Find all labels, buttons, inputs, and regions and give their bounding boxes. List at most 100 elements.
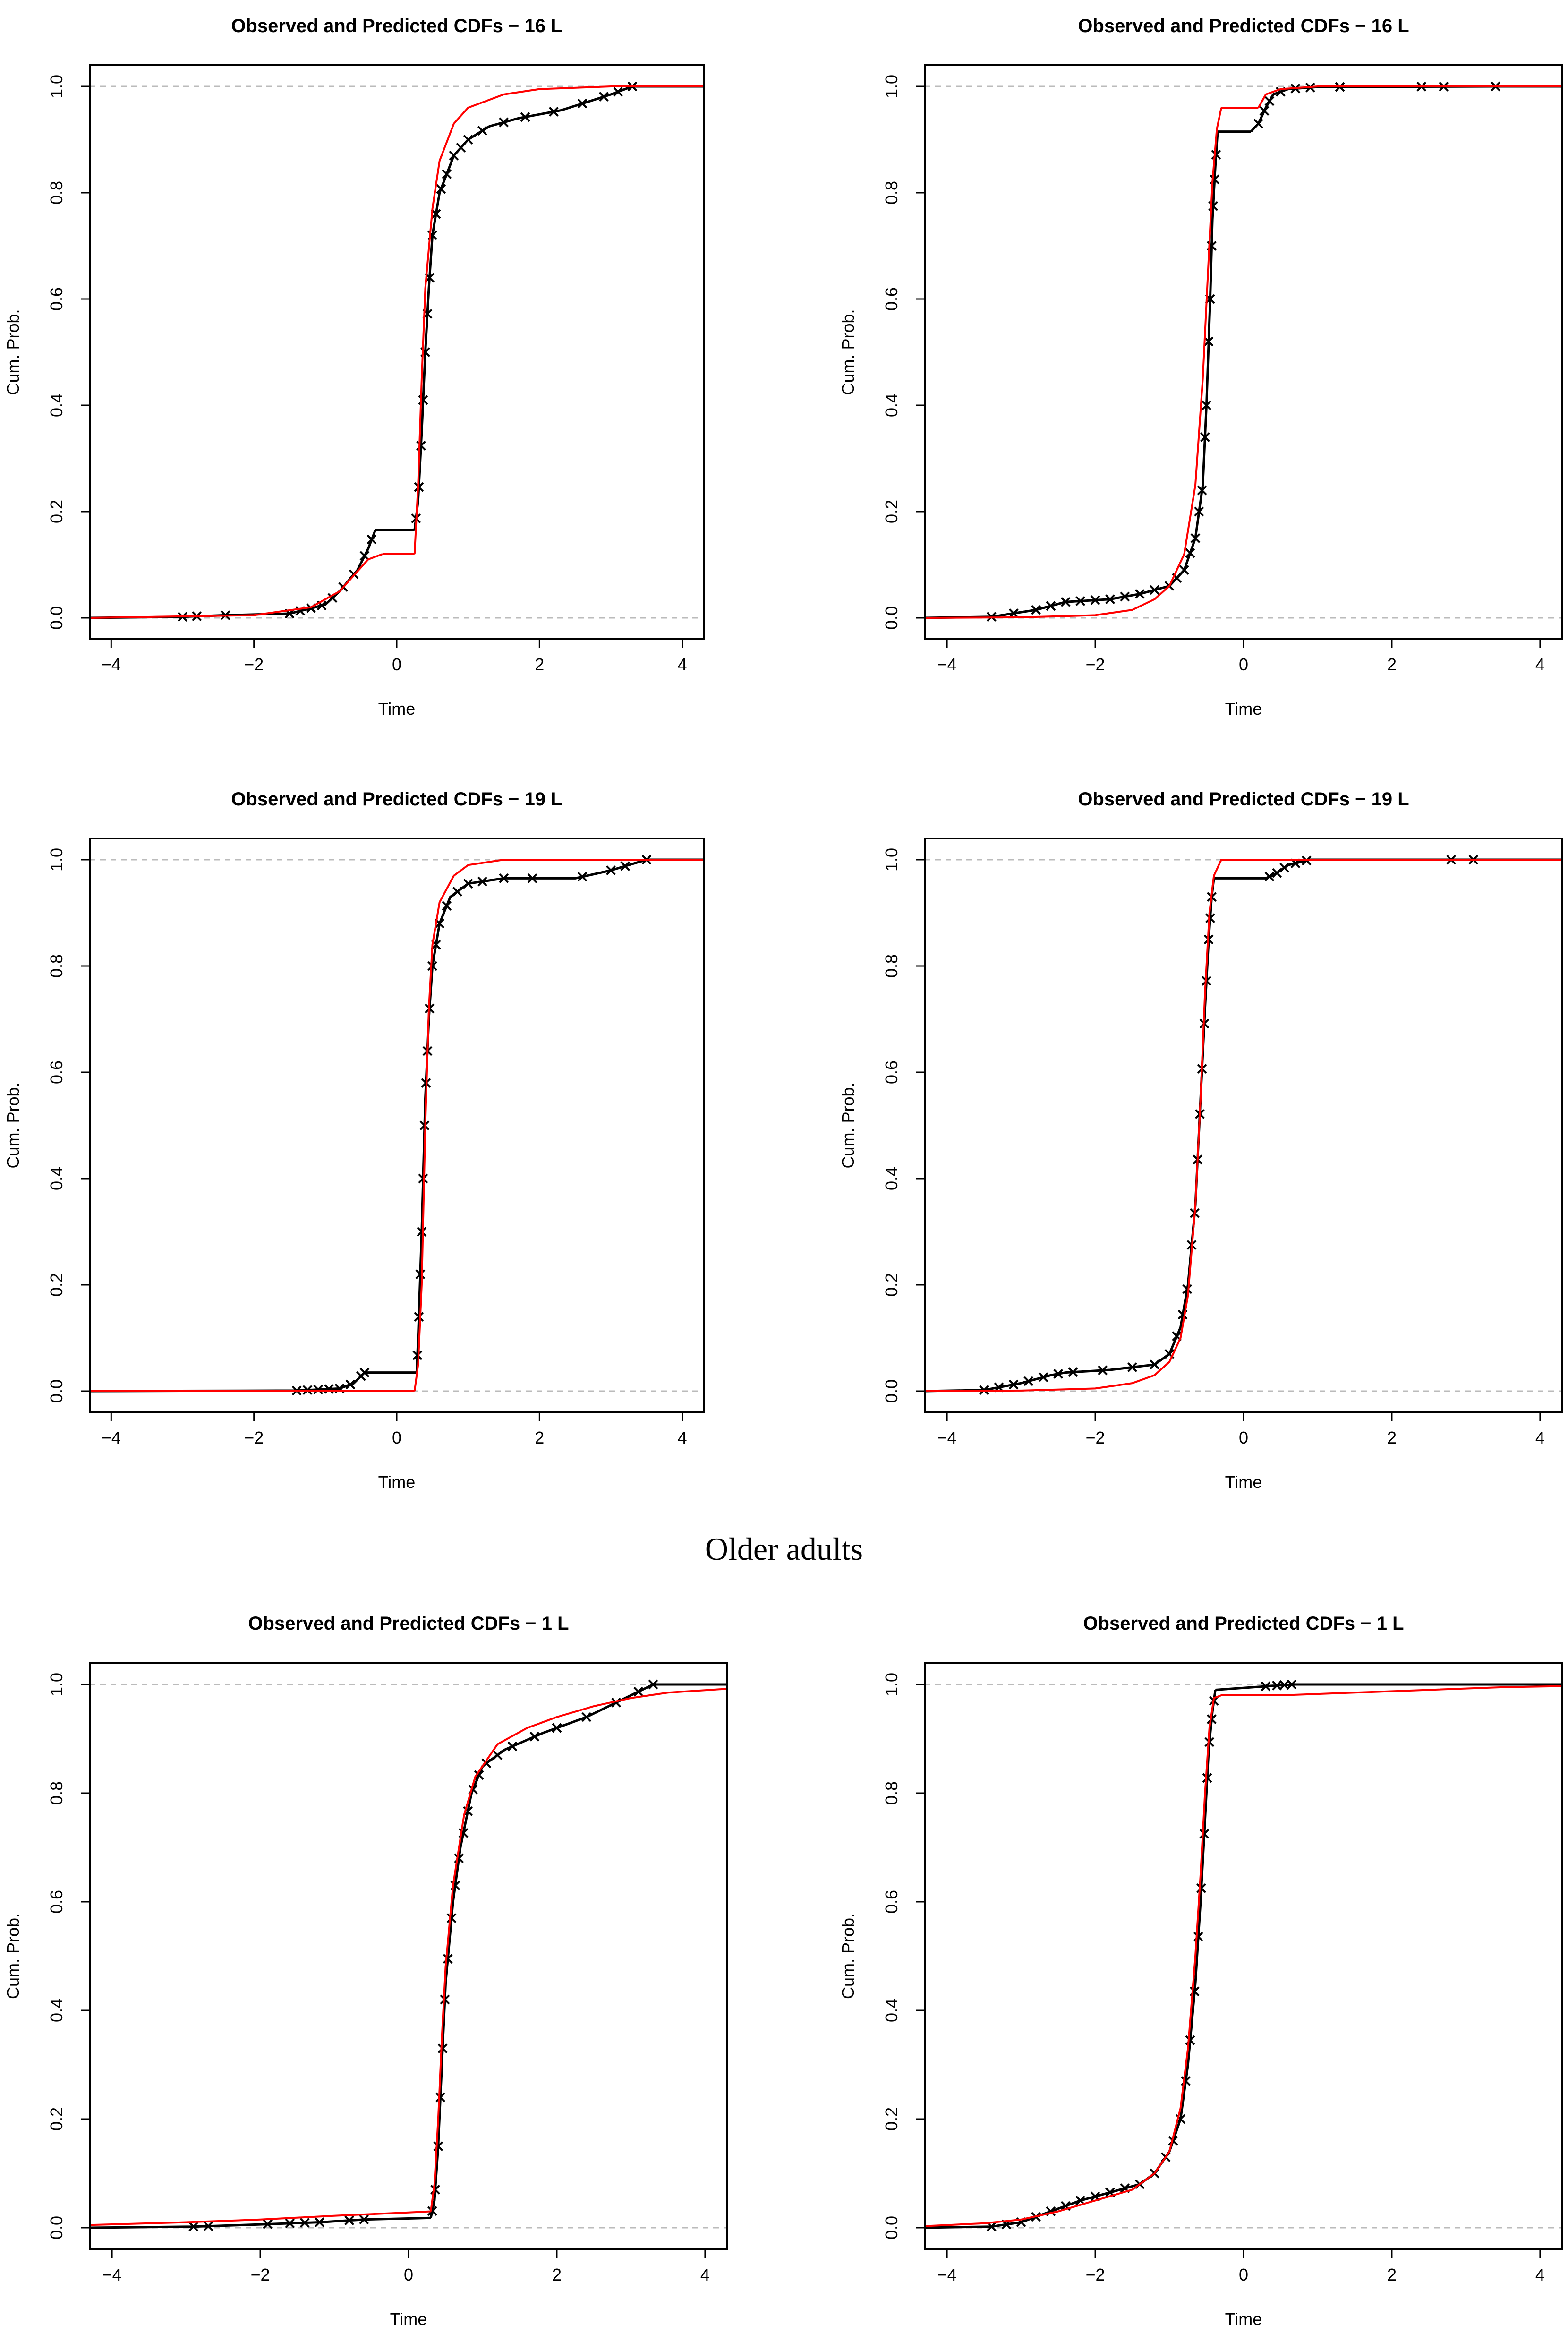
observed-marker-17 [1194,506,1204,517]
observed-marker-14 [440,1994,450,2005]
observed-marker-24 [449,150,459,161]
observed-marker-12 [366,534,377,545]
y-tick-label: 0.6 [882,1890,901,1914]
y-tick-label: 0.0 [882,2216,901,2240]
chart-title: Observed and Predicted CDFs − 1 L [248,1613,569,1634]
observed-marker-12 [435,2092,445,2103]
y-tick-label: 0.4 [882,393,901,417]
observed-marker-5 [299,2218,310,2228]
chart-panel-1: Observed and Predicted CDFs − 16 L −4 −2 0 2… [3,16,705,718]
x-axis-label: Time [378,699,416,718]
y-tick-label: 0.0 [47,606,66,630]
y-tick-label: 0.8 [47,954,66,978]
observed-marker-21 [1203,336,1214,347]
y-tick-label: 0.0 [47,2216,66,2240]
x-axis-label: Time [378,1472,416,1492]
y-tick-label: 1.0 [47,848,66,872]
x-tick-label: 2 [535,1428,544,1447]
predicted-cdf-line-1 [924,1685,1563,2227]
x-tick-label: 4 [1535,655,1545,674]
observed-marker-9 [1120,591,1130,602]
observed-marker-9 [412,1350,423,1360]
y-axis-label: Cum. Prob. [3,309,23,395]
predicted-cdf-line-3 [1257,85,1562,108]
y-tick-label: 0.4 [47,393,66,417]
y-tick-label: 0.0 [47,1379,66,1403]
observed-marker-30 [633,1686,644,1697]
y-tick-label: 0.2 [47,500,66,523]
observed-marker-4 [1023,1376,1034,1386]
x-tick-label: 2 [535,655,544,674]
x-tick-label: 0 [1239,1428,1248,1447]
x-tick-label: −2 [1086,2265,1105,2284]
observed-marker-26 [529,1731,540,1742]
x-tick-label: 0 [1239,655,1248,674]
x-tick-label: 4 [678,655,687,674]
predicted-cdf-line-1 [89,553,383,619]
x-tick-label: 2 [552,2265,562,2284]
observed-marker-7 [1068,1367,1078,1377]
observed-marker-8 [1098,1365,1108,1376]
x-tick-label: −4 [937,2265,957,2284]
observed-marker-25 [456,142,466,153]
observed-marker-3 [263,2219,273,2229]
observed-marker-26 [1272,868,1282,878]
observed-marker-10 [414,1312,424,1322]
observed-marker-2 [203,2221,213,2231]
observed-marker-12 [417,1227,427,1237]
observed-marker-23 [442,169,452,180]
y-axis-label: Cum. Prob. [838,309,858,395]
observed-marker-14 [1182,1284,1193,1294]
x-axis-label: Time [1225,699,1262,718]
observed-marker-18 [427,961,437,971]
observed-marker-25 [499,873,509,883]
chart-panel-3: Observed and Predicted CDFs − 19 L −4 −2 0 2… [3,789,705,1492]
y-axis-label: Cum. Prob. [838,1082,858,1168]
predicted-cdf-line-3 [413,85,704,555]
x-tick-label: 4 [1535,1428,1545,1447]
observed-marker-8 [327,593,338,603]
chart-panel-5: Observed and Predicted CDFs − 1 L −4 −2 0 2 4… [3,1613,728,2325]
observed-marker-11 [1150,585,1160,595]
observed-marker-7 [1090,595,1100,605]
observed-marker-28 [1259,106,1270,116]
observed-marker-15 [1185,548,1195,558]
observed-marker-4 [285,2218,295,2229]
x-tick-label: −4 [937,655,957,674]
x-tick-label: 0 [1239,2265,1248,2284]
y-tick-label: 0.0 [882,606,901,630]
y-tick-label: 0.2 [47,2107,66,2131]
x-tick-label: −4 [937,1428,957,1447]
observed-marker-15 [416,441,426,451]
observed-marker-26 [463,135,473,145]
x-axis-label: Time [390,2309,427,2325]
observed-marker-8 [359,1368,370,1378]
observed-marker-13 [437,2043,448,2053]
y-axis-label: Cum. Prob. [3,1913,23,1999]
observed-marker-9 [1127,1362,1137,1372]
observed-marker-29 [1264,96,1275,106]
x-tick-label: −2 [1086,655,1105,674]
observed-marker-6 [345,1379,356,1390]
observed-marker-22 [436,184,446,194]
observed-marker-11 [359,551,370,561]
y-tick-label: 0.6 [882,1060,901,1084]
y-tick-label: 0.4 [47,1999,66,2022]
observed-marker-10 [1134,589,1145,599]
y-tick-label: 0.0 [882,1379,901,1403]
observed-marker-5 [1038,1372,1048,1382]
observed-marker-29 [1287,1679,1297,1690]
y-tick-label: 0.4 [882,1167,901,1190]
y-tick-label: 1.0 [47,75,66,98]
chart-panel-2: Observed and Predicted CDFs − 16 L −4 −2 0 2… [838,16,1563,718]
predicted-cdf-line-1 [89,2210,431,2226]
y-tick-label: 0.6 [47,1060,66,1084]
predicted-cdf-line-1 [924,107,1222,619]
x-tick-label: 2 [1387,2265,1397,2284]
y-tick-label: 0.4 [882,1999,901,2022]
chart-title: Observed and Predicted CDFs − 19 L [1078,789,1409,810]
predicted-cdf-line-1 [924,859,1562,1392]
predicted-cdf-line-2 [413,859,704,1392]
